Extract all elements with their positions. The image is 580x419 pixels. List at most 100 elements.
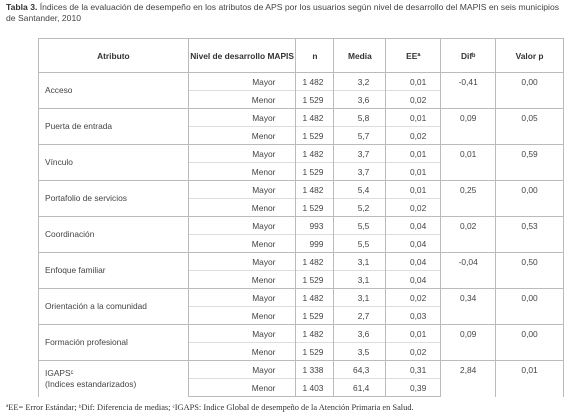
attribute-cell: Vínculo — [38, 144, 189, 181]
attribute-cell: Formación profesional — [38, 324, 189, 361]
column-header: Media — [333, 38, 387, 73]
n-cell: 1 482 — [295, 180, 335, 199]
attribute-cell: Orientación a la comunidad — [38, 288, 189, 325]
p-cell: 0,00 — [495, 72, 564, 109]
ee-cell: 0,02 — [385, 90, 442, 109]
level-cell: Menor — [187, 162, 297, 181]
ee-cell: 0,39 — [385, 378, 442, 397]
table-row: Orientación a la comunidad Mayor 1 482 3,1 0… — [38, 288, 564, 325]
media-cell: 3,7 — [333, 144, 387, 163]
caption-text: Índices de la evaluación de desempeño en… — [6, 2, 560, 23]
dif-cell: -0,41 — [440, 72, 497, 109]
table-row: Puerta de entrada Mayor 1 482 5,8 0,01 0,09 0,… — [38, 108, 564, 145]
p-cell: 0,00 — [495, 180, 564, 217]
table-row: Menor 1 529 3,6 0,02 — [39, 90, 564, 109]
dif-cell: -0,04 — [440, 252, 497, 289]
column-header: n — [295, 38, 335, 73]
column-header: Valor p — [495, 38, 564, 73]
media-cell: 61,4 — [333, 378, 387, 397]
media-cell: 3,2 — [333, 72, 387, 91]
p-cell: 0,59 — [495, 144, 564, 181]
n-cell: 1 482 — [295, 288, 335, 307]
column-header: Difᵇ — [440, 38, 497, 73]
n-cell: 1 482 — [295, 252, 335, 271]
table-row: Menor 1 529 3,5 0,02 — [39, 342, 564, 361]
level-cell: Mayor — [187, 324, 297, 343]
p-cell: 0,00 — [495, 324, 564, 361]
footnote: ªEE= Error Estándar; ᵇDif: Diferencia de… — [6, 403, 414, 412]
dif-cell: 0,34 — [440, 288, 497, 325]
ee-cell: 0,02 — [385, 342, 442, 361]
level-cell: Mayor — [187, 360, 297, 379]
level-cell: Menor — [187, 234, 297, 253]
ee-cell: 0,04 — [385, 252, 442, 271]
attribute-cell: Puerta de entrada — [38, 108, 189, 145]
ee-cell: 0,02 — [385, 126, 442, 145]
ee-cell: 0,01 — [385, 144, 442, 163]
table-row: Formación profesional Mayor 1 482 3,6 0,01 0,… — [38, 324, 564, 361]
p-cell: 0,50 — [495, 252, 564, 289]
column-header: Nivel de desarrollo MAPIS — [187, 38, 297, 73]
table-row: Menor 1 403 61,4 0,39 — [39, 378, 564, 397]
ee-cell: 0,04 — [385, 234, 442, 253]
level-cell: Mayor — [187, 108, 297, 127]
ee-cell: 0,03 — [385, 306, 442, 325]
media-cell: 3,1 — [333, 252, 387, 271]
n-cell: 1 529 — [295, 162, 335, 181]
n-cell: 993 — [295, 216, 335, 235]
media-cell: 5,5 — [333, 216, 387, 235]
n-cell: 1 482 — [295, 72, 335, 91]
p-cell: 0,00 — [495, 288, 564, 325]
p-cell: 0,01 — [495, 360, 564, 397]
level-cell: Menor — [187, 126, 297, 145]
n-cell: 1 529 — [295, 126, 335, 145]
table-body: Acceso Mayor 1 482 3,2 0,01 -0,41 0,00 Menor 1 5… — [38, 72, 564, 397]
column-header: EEª — [385, 38, 442, 73]
p-cell: 0,53 — [495, 216, 564, 253]
attribute-cell: Acceso — [38, 72, 189, 109]
n-cell: 1 338 — [295, 360, 335, 379]
attribute-cell: IGAPSᶜ (Indices estandarizados) — [38, 360, 189, 397]
level-cell: Menor — [187, 342, 297, 361]
n-cell: 1 529 — [295, 306, 335, 325]
level-cell: Mayor — [187, 252, 297, 271]
level-cell: Menor — [187, 198, 297, 217]
ee-cell: 0,01 — [385, 324, 442, 343]
table-row: Enfoque familiar Mayor 1 482 3,1 0,04 -0,04 0,… — [38, 252, 564, 289]
table-row: Vínculo Mayor 1 482 3,7 0,01 0,01 0,59 — [38, 144, 564, 181]
level-cell: Mayor — [187, 72, 297, 91]
n-cell: 1 482 — [295, 144, 335, 163]
level-cell: Menor — [187, 90, 297, 109]
media-cell: 3,1 — [333, 288, 387, 307]
ee-cell: 0,01 — [385, 72, 442, 91]
dif-cell: 0,25 — [440, 180, 497, 217]
media-cell: 3,1 — [333, 270, 387, 289]
table-row: Menor 1 529 3,7 0,01 — [39, 162, 564, 181]
caption-label: Tabla 3. — [6, 2, 38, 12]
n-cell: 1 529 — [295, 342, 335, 361]
dif-cell: 0,09 — [440, 108, 497, 145]
table-row: Menor 999 5,5 0,04 — [39, 234, 564, 253]
level-cell: Mayor — [187, 288, 297, 307]
table-row: Portafolio de servicios Mayor 1 482 5,4 0,01… — [38, 180, 564, 217]
n-cell: 1 403 — [295, 378, 335, 397]
level-cell: Mayor — [187, 180, 297, 199]
media-cell: 5,8 — [333, 108, 387, 127]
table-row: Coordinación Mayor 993 5,5 0,04 0,02 0,53 — [38, 216, 564, 253]
table-row: Menor 1 529 5,7 0,02 — [39, 126, 564, 145]
ee-cell: 0,04 — [385, 270, 442, 289]
media-cell: 3,5 — [333, 342, 387, 361]
ee-cell: 0,02 — [385, 288, 442, 307]
ee-cell: 0,02 — [385, 198, 442, 217]
ee-cell: 0,01 — [385, 180, 442, 199]
n-cell: 1 482 — [295, 324, 335, 343]
data-table: Atributo Nivel de desarrollo MAPIS n Media E… — [38, 38, 564, 397]
media-cell: 5,4 — [333, 180, 387, 199]
dif-cell: 2,84 — [440, 360, 497, 397]
dif-cell: 0,02 — [440, 216, 497, 253]
media-cell: 3,7 — [333, 162, 387, 181]
n-cell: 999 — [295, 234, 335, 253]
header-row: Atributo Nivel de desarrollo MAPIS n Media E… — [38, 38, 564, 73]
dif-cell: 0,09 — [440, 324, 497, 361]
